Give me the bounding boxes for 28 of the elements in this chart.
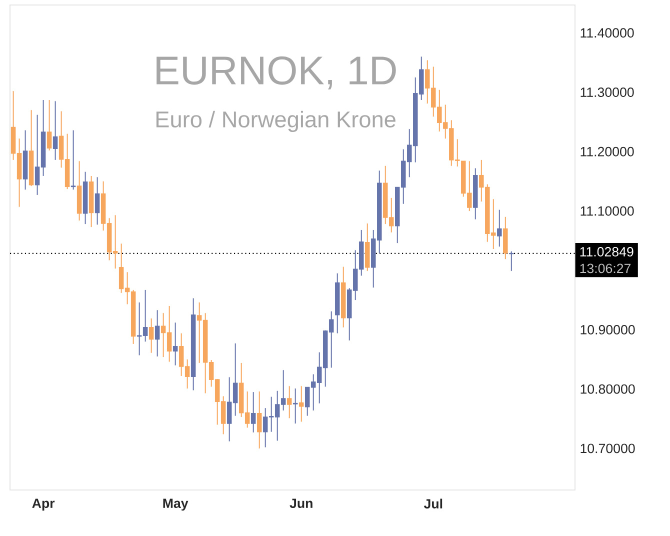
x-tick-label: Jul [424,498,442,508]
y-tick-label: 10.80000 [580,384,635,394]
y-tick-label: 10.70000 [580,444,635,454]
y-tick-label: 10.90000 [580,325,635,334]
x-tick-label: Jun [290,498,312,508]
x-tick-label: Apr [32,498,55,511]
candlestick [509,250,514,272]
candlestick [154,310,160,357]
candlestick [94,176,100,226]
x-tick-label: May [163,498,188,511]
candlestick [46,99,52,151]
candlestick [52,100,58,160]
candlestick [286,386,292,419]
y-tick-label: 11.30000 [580,88,634,97]
ref-line-label: 11.02849 [580,247,634,256]
text: 13:06:27 [580,264,631,274]
candlestick [497,209,502,248]
y-tick-label: 11.20000 [580,146,634,156]
text: Euro / Norwegian Krone [156,110,396,132]
candlestick [292,388,298,424]
y-tick-label: 11.10000 [580,206,634,216]
candlestick [250,392,256,433]
candlestick [70,130,76,190]
candlestick [172,322,178,366]
candlestick [148,318,154,354]
candlestick [256,390,262,449]
y-tick-label: 11.40000 [580,28,634,38]
text: EURNOK, 1D [156,56,396,90]
